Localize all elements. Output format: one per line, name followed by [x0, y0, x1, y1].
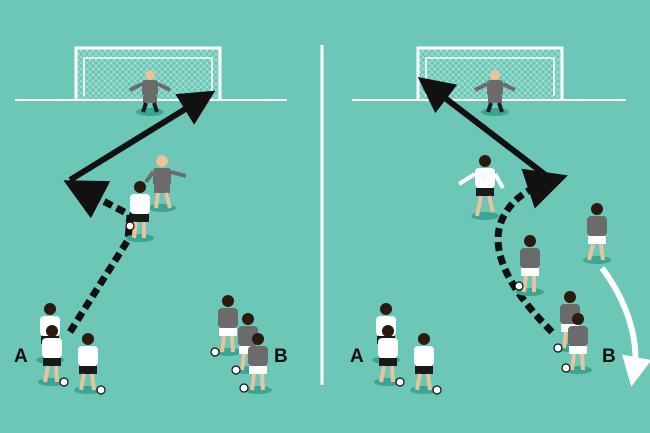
group-a-players-left — [36, 303, 106, 395]
dribble-arrow-right — [494, 168, 568, 335]
group-b-players-right — [553, 291, 592, 374]
right-panel: A B — [350, 46, 650, 395]
left-panel: A — [14, 46, 288, 395]
group-a-label-right: A — [350, 346, 364, 367]
defender-left — [144, 155, 187, 212]
shot-arrow-left — [68, 90, 216, 183]
group-a-players-right — [372, 303, 442, 395]
goalkeeper-left — [129, 70, 171, 116]
group-a-label-left: A — [14, 346, 28, 367]
attacker-left — [125, 181, 154, 242]
defender-right — [457, 155, 505, 220]
goalkeeper-right — [474, 70, 516, 116]
dribble-arrow-left — [63, 180, 134, 334]
shot-arrow-right — [417, 77, 554, 183]
group-b-label-right: B — [602, 346, 616, 367]
group-b-players-left — [210, 295, 272, 394]
run-arrow-right — [599, 266, 650, 387]
group-b-label-left: B — [274, 346, 288, 367]
runner-right — [583, 203, 611, 264]
attacker-right — [514, 235, 544, 296]
